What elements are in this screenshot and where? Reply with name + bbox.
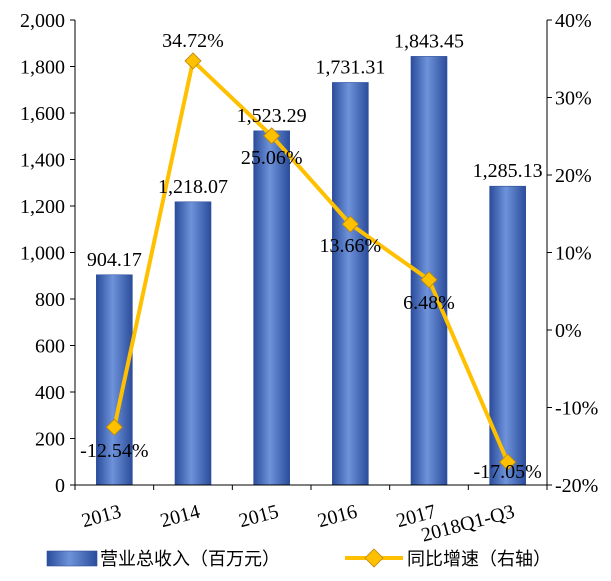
- left-axis-tick-label: 400: [35, 382, 65, 404]
- growth-data-label: 34.72%: [162, 30, 224, 52]
- left-axis-tick-label: 1,600: [20, 103, 65, 125]
- axes: [74, 20, 548, 486]
- revenue-data-label: 1,731.31: [315, 56, 385, 78]
- growth-marker: [420, 271, 438, 289]
- left-axis-tick-label: 1,000: [20, 243, 65, 265]
- legend-bar-swatch: [46, 550, 98, 567]
- revenue-data-label: 1,843.45: [394, 30, 464, 52]
- revenue-data-label: 1,218.07: [158, 176, 228, 198]
- right-axis-tick-label: 30%: [555, 88, 592, 110]
- legend-diamond-marker: [364, 548, 384, 568]
- growth-marker: [184, 52, 202, 70]
- right-axis-tick-label: 20%: [555, 165, 592, 187]
- growth-data-label: -17.05%: [474, 461, 542, 483]
- right-axis-tick-label: 40%: [555, 10, 592, 32]
- revenue-data-label: 904.17: [87, 249, 142, 271]
- legend-line-label: 同比增速（右轴）: [407, 549, 551, 570]
- line-series: [105, 52, 517, 471]
- growth-data-label: 25.06%: [241, 147, 303, 169]
- right-axis-tick-label: 10%: [555, 243, 592, 265]
- right-axis-tick-label: 0%: [555, 320, 582, 342]
- right-axis-tick-label: -10%: [555, 398, 598, 420]
- growth-line: [112, 58, 510, 463]
- left-axis-tick-label: 2,000: [20, 10, 65, 32]
- right-axis-tick-label: -20%: [555, 475, 598, 497]
- growth-data-label: -12.54%: [80, 440, 148, 462]
- growth-marker: [263, 127, 281, 145]
- data-labels: 904.17 1,218.07 1,523.29 1,731.31 1,843.45 1,…: [80, 30, 542, 483]
- x-axis-tick-label: 2014: [158, 501, 202, 533]
- revenue-bar: [489, 185, 526, 486]
- legend-bar-label: 营业总收入（百万元）: [100, 549, 280, 570]
- revenue-data-label: 1,285.13: [473, 160, 543, 182]
- left-axis-tick-label: 1,400: [20, 150, 65, 172]
- left-axis-tick-label: 600: [35, 336, 65, 358]
- x-axis-tick-label: 2013: [79, 501, 123, 533]
- left-axis-tick-label: 1,200: [20, 196, 65, 218]
- left-axis-tick-label: 800: [35, 289, 65, 311]
- left-axis-tick-label: 200: [35, 429, 65, 451]
- left-axis-tick-label: 1,800: [20, 57, 65, 79]
- left-axis-tick-label: 0: [55, 475, 65, 497]
- revenue-data-label: 1,523.29: [237, 105, 307, 127]
- revenue-bar: [253, 130, 290, 486]
- legend: 营业总收入（百万元） 同比增速（右轴）: [46, 548, 551, 570]
- growth-data-label: 6.48%: [403, 292, 455, 314]
- bar-series: [96, 56, 526, 486]
- left-axis-ticks: 0 200 400 600 800 1,000 1,200 1,400 1,600 1,800 2,…: [20, 10, 75, 497]
- revenue-bar: [332, 82, 369, 486]
- right-axis-ticks: -20% -10% 0% 10% 20% 30% 40%: [547, 10, 598, 497]
- growth-data-label: 13.66%: [319, 235, 381, 257]
- growth-marker: [499, 453, 517, 471]
- growth-marker: [105, 418, 123, 436]
- growth-marker: [341, 215, 359, 233]
- revenue-bar: [174, 201, 212, 486]
- x-axis-tick-label: 2016: [315, 501, 359, 533]
- x-axis-tick-label: 2015: [237, 501, 281, 533]
